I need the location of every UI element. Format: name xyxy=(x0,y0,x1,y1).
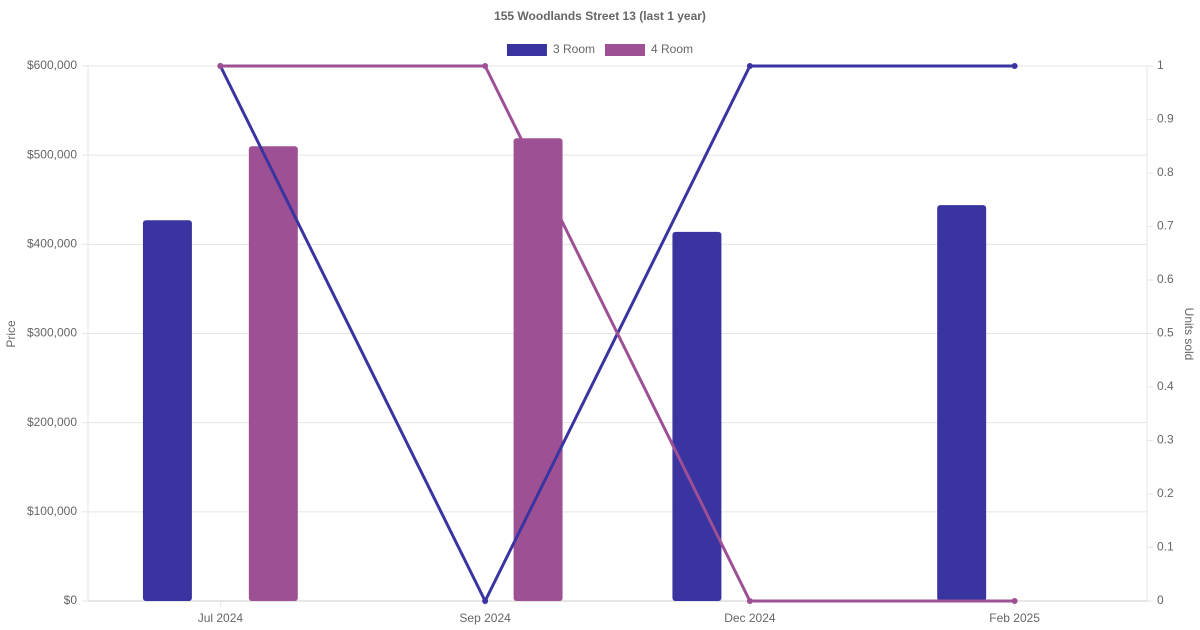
legend-label[interactable]: 3 Room xyxy=(553,42,595,56)
y-tick-label: $500,000 xyxy=(27,147,77,161)
y2-axis-label: Units sold xyxy=(1182,308,1196,361)
bar xyxy=(937,205,987,601)
bar xyxy=(248,146,298,601)
line xyxy=(220,64,1015,603)
x-tick-label: Dec 2024 xyxy=(724,611,776,625)
y2-tick-label: 1 xyxy=(1157,58,1164,72)
y2-tick-label: 0.7 xyxy=(1157,219,1174,233)
legend-label[interactable]: 4 Room xyxy=(651,42,693,56)
y-tick-label: $100,000 xyxy=(27,504,77,518)
y-tick-label: $400,000 xyxy=(27,237,77,251)
line-point xyxy=(746,63,753,69)
y-tick-label: $200,000 xyxy=(27,415,77,429)
y2-tick-label: 0.4 xyxy=(1157,379,1174,393)
x-tick-label: Jul 2024 xyxy=(198,611,244,625)
y-tick-label: $300,000 xyxy=(27,326,77,340)
bar xyxy=(513,138,563,601)
y2-tick-label: 0.3 xyxy=(1157,433,1174,447)
line-point xyxy=(1011,598,1018,604)
bar xyxy=(672,231,722,601)
y-tick-label: $0 xyxy=(64,593,78,607)
y2-tick-label: 0.2 xyxy=(1157,486,1174,500)
chart-title: 155 Woodlands Street 13 (last 1 year) xyxy=(494,9,706,23)
y-tick-label: $600,000 xyxy=(27,58,77,72)
legend-swatch[interactable] xyxy=(506,44,547,56)
y-axis-label: Price xyxy=(4,320,18,348)
line-point xyxy=(482,598,489,604)
y2-tick-label: 0.1 xyxy=(1157,540,1174,554)
y2-tick-label: 0.9 xyxy=(1157,112,1174,126)
y2-tick-label: 0.6 xyxy=(1157,272,1174,286)
x-tick-label: Feb 2025 xyxy=(989,611,1040,625)
bar xyxy=(142,220,192,601)
line-point xyxy=(217,63,224,69)
line-point xyxy=(746,598,753,604)
legend-swatch[interactable] xyxy=(605,44,645,56)
y2-tick-label: 0 xyxy=(1157,593,1164,607)
y2-tick-label: 0.5 xyxy=(1157,326,1174,340)
x-tick-label: Sep 2024 xyxy=(459,611,511,625)
y2-tick-label: 0.8 xyxy=(1157,165,1174,179)
line-point xyxy=(482,63,489,69)
line-point xyxy=(1011,63,1018,69)
